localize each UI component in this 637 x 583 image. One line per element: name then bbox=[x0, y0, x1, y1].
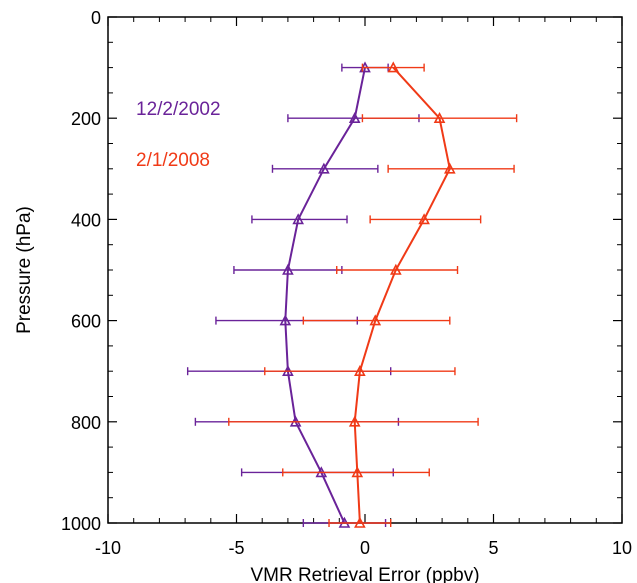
series-line bbox=[353, 66, 451, 524]
y-tick-label: 600 bbox=[71, 312, 101, 332]
series-1 bbox=[186, 61, 420, 528]
x-tick-label: 10 bbox=[612, 538, 632, 558]
series-2 bbox=[228, 61, 518, 528]
y-axis-title: Pressure (hPa) bbox=[14, 206, 35, 334]
data-point-marker bbox=[282, 263, 294, 275]
data-point-marker bbox=[348, 111, 361, 123]
data-point-marker bbox=[318, 162, 330, 174]
y-tick-label: 400 bbox=[71, 210, 101, 230]
series-line bbox=[284, 67, 366, 524]
x-axis-title: VMR Retrieval Error (ppbv) bbox=[250, 565, 479, 583]
data-point-marker bbox=[433, 111, 446, 123]
data-point-marker bbox=[369, 314, 382, 326]
y-tick-label: 800 bbox=[71, 413, 101, 433]
data-point-marker bbox=[348, 415, 361, 427]
x-tick-label: 0 bbox=[360, 538, 370, 558]
series-layer bbox=[186, 61, 518, 528]
data-point-marker bbox=[390, 263, 402, 275]
axes: -10 -5 0 5 10 0 200 400 600 800 1000 bbox=[61, 8, 632, 558]
data-point-marker bbox=[279, 314, 292, 326]
legend-label-series-1: 12/2/2002 bbox=[136, 99, 221, 120]
x-tick-label: -10 bbox=[95, 538, 121, 558]
data-point-marker bbox=[387, 61, 400, 73]
x-tick-label: 5 bbox=[488, 538, 498, 558]
data-point-marker bbox=[351, 466, 364, 478]
data-point-marker bbox=[354, 364, 366, 377]
x-tick-label: -5 bbox=[228, 538, 244, 558]
data-point-marker bbox=[443, 162, 456, 174]
data-point-marker bbox=[292, 213, 305, 225]
y-tick-label: 200 bbox=[71, 109, 101, 129]
data-point-marker bbox=[418, 213, 430, 225]
data-point-marker bbox=[354, 516, 366, 528]
y-tick-label: 1000 bbox=[61, 514, 101, 534]
y-tick-label: 0 bbox=[91, 8, 101, 28]
legend-label-series-2: 2/1/2008 bbox=[136, 150, 210, 171]
